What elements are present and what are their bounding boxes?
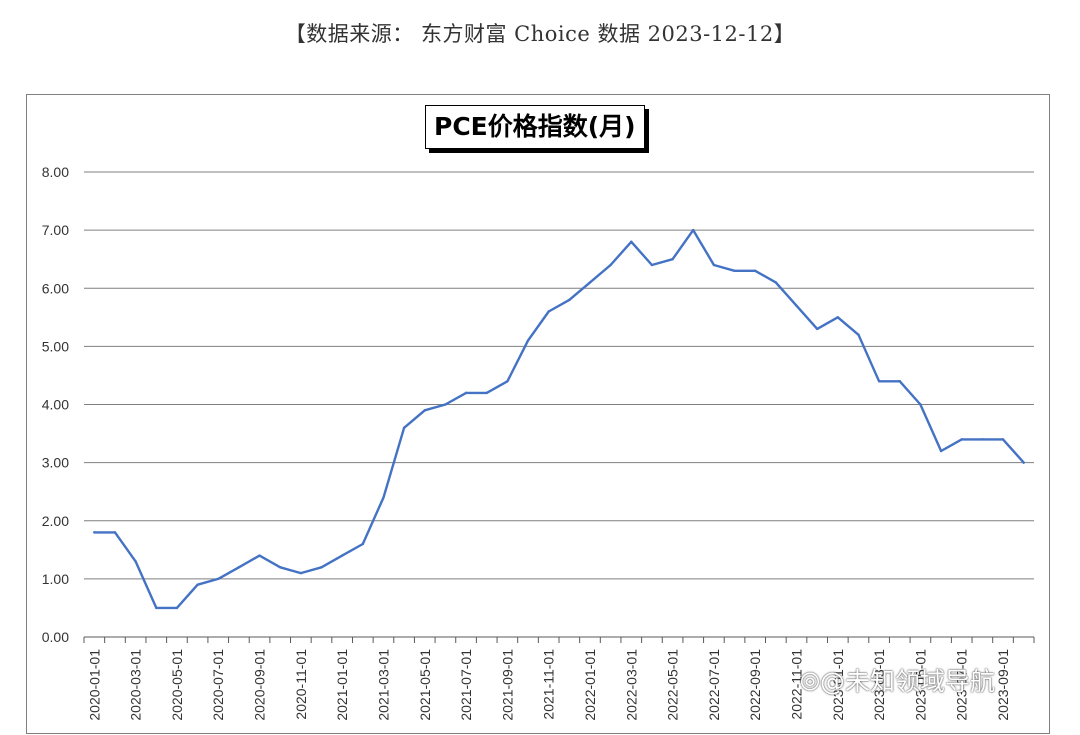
x-tick-label: 2020-09-01 — [252, 649, 268, 721]
data-point — [630, 240, 633, 243]
x-tick-label: 2020-05-01 — [169, 649, 185, 721]
data-point — [506, 380, 509, 383]
line-chart: 0.00 1.00 2.00 3.00 4.00 5.00 6.00 7.00 8.00 2020… — [42, 164, 1035, 721]
data-point — [485, 391, 488, 395]
data-point — [650, 263, 654, 267]
y-tick-label: 3.00 — [42, 455, 69, 471]
data-point — [753, 269, 757, 273]
data-point — [815, 327, 819, 331]
data-point — [299, 571, 303, 575]
data-point — [1001, 438, 1005, 441]
data-point — [423, 409, 426, 412]
data-point — [712, 263, 716, 267]
x-tick-label: 2022-11-01 — [789, 649, 805, 720]
data-point — [526, 339, 530, 342]
data-point — [113, 531, 117, 534]
data-point — [733, 269, 736, 273]
data-point — [237, 566, 241, 569]
x-tick-label: 2022-01-01 — [582, 649, 598, 721]
data-point — [320, 566, 323, 569]
x-tick-label: 2021-07-01 — [458, 649, 474, 721]
x-tick-label: 2021-05-01 — [417, 649, 433, 721]
data-point — [134, 560, 137, 563]
y-tick-label: 7.00 — [42, 222, 69, 238]
x-tick-label: 2022-05-01 — [665, 649, 681, 721]
x-tick-label: 2020-11-01 — [293, 649, 309, 720]
data-point — [382, 496, 385, 499]
data-point — [774, 281, 778, 284]
x-tick-label: 2021-03-01 — [375, 649, 391, 721]
data-point — [1022, 461, 1025, 464]
data-point — [155, 606, 158, 610]
x-tick-label: 2023-01-01 — [830, 649, 846, 721]
y-tick-label: 0.00 — [42, 629, 69, 645]
x-tick-label: 2023-09-01 — [995, 649, 1011, 721]
data-point — [278, 566, 282, 569]
data-point — [919, 403, 922, 406]
y-tick-label: 2.00 — [42, 513, 69, 529]
data-point — [877, 380, 881, 383]
data-point — [568, 298, 571, 302]
watermark-text: ⦾@未知领域导航 — [800, 667, 996, 696]
data-point — [93, 531, 96, 534]
y-tick-label: 4.00 — [42, 397, 69, 413]
data-point — [258, 554, 261, 557]
data-source-note: 【数据来源： 东方财富 Choice 数据 2023-12-12】 — [284, 22, 796, 46]
x-tick-label: 2020-01-01 — [86, 649, 102, 721]
x-tick-label: 2021-11-01 — [541, 649, 557, 720]
x-tick-label: 2023-05-01 — [912, 649, 928, 721]
data-point — [836, 316, 840, 319]
data-point — [981, 438, 984, 441]
data-point — [692, 228, 695, 232]
x-tick-label: 2023-07-01 — [954, 649, 970, 721]
data-point — [609, 263, 612, 267]
data-point — [898, 380, 901, 383]
data-point — [588, 281, 592, 284]
series-line-pce — [93, 228, 1025, 610]
data-point — [217, 577, 220, 581]
data-point — [960, 438, 963, 441]
x-tick-label: 2022-03-01 — [623, 649, 639, 721]
data-point — [361, 542, 365, 546]
data-point — [340, 554, 344, 557]
x-tick-label: 2023-03-01 — [871, 649, 887, 721]
data-point — [464, 391, 468, 395]
y-tick-label: 6.00 — [42, 280, 69, 296]
x-tick-label: 2020-03-01 — [128, 649, 144, 721]
data-point — [671, 257, 674, 261]
chart-title: PCE价格指数(月) — [425, 105, 645, 149]
y-tick-label: 8.00 — [42, 164, 69, 180]
data-point — [939, 449, 943, 453]
x-tick-label: 2022-07-01 — [706, 649, 722, 721]
x-tick-label: 2021-09-01 — [499, 649, 515, 721]
data-point — [444, 403, 447, 406]
x-tick-label: 2022-09-01 — [747, 649, 763, 721]
data-point — [795, 304, 798, 307]
data-point — [857, 333, 860, 336]
data-point — [547, 310, 550, 313]
data-point — [175, 606, 179, 610]
data-point — [196, 583, 199, 586]
x-tick-label: 2021-01-01 — [334, 649, 350, 721]
data-point — [402, 426, 406, 429]
y-tick-label: 5.00 — [42, 338, 69, 354]
x-tick-label: 2020-07-01 — [210, 649, 226, 721]
chart-area: 0.00 1.00 2.00 3.00 4.00 5.00 6.00 7.00 8.00 2020… — [26, 94, 1050, 734]
y-tick-label: 1.00 — [42, 571, 69, 587]
